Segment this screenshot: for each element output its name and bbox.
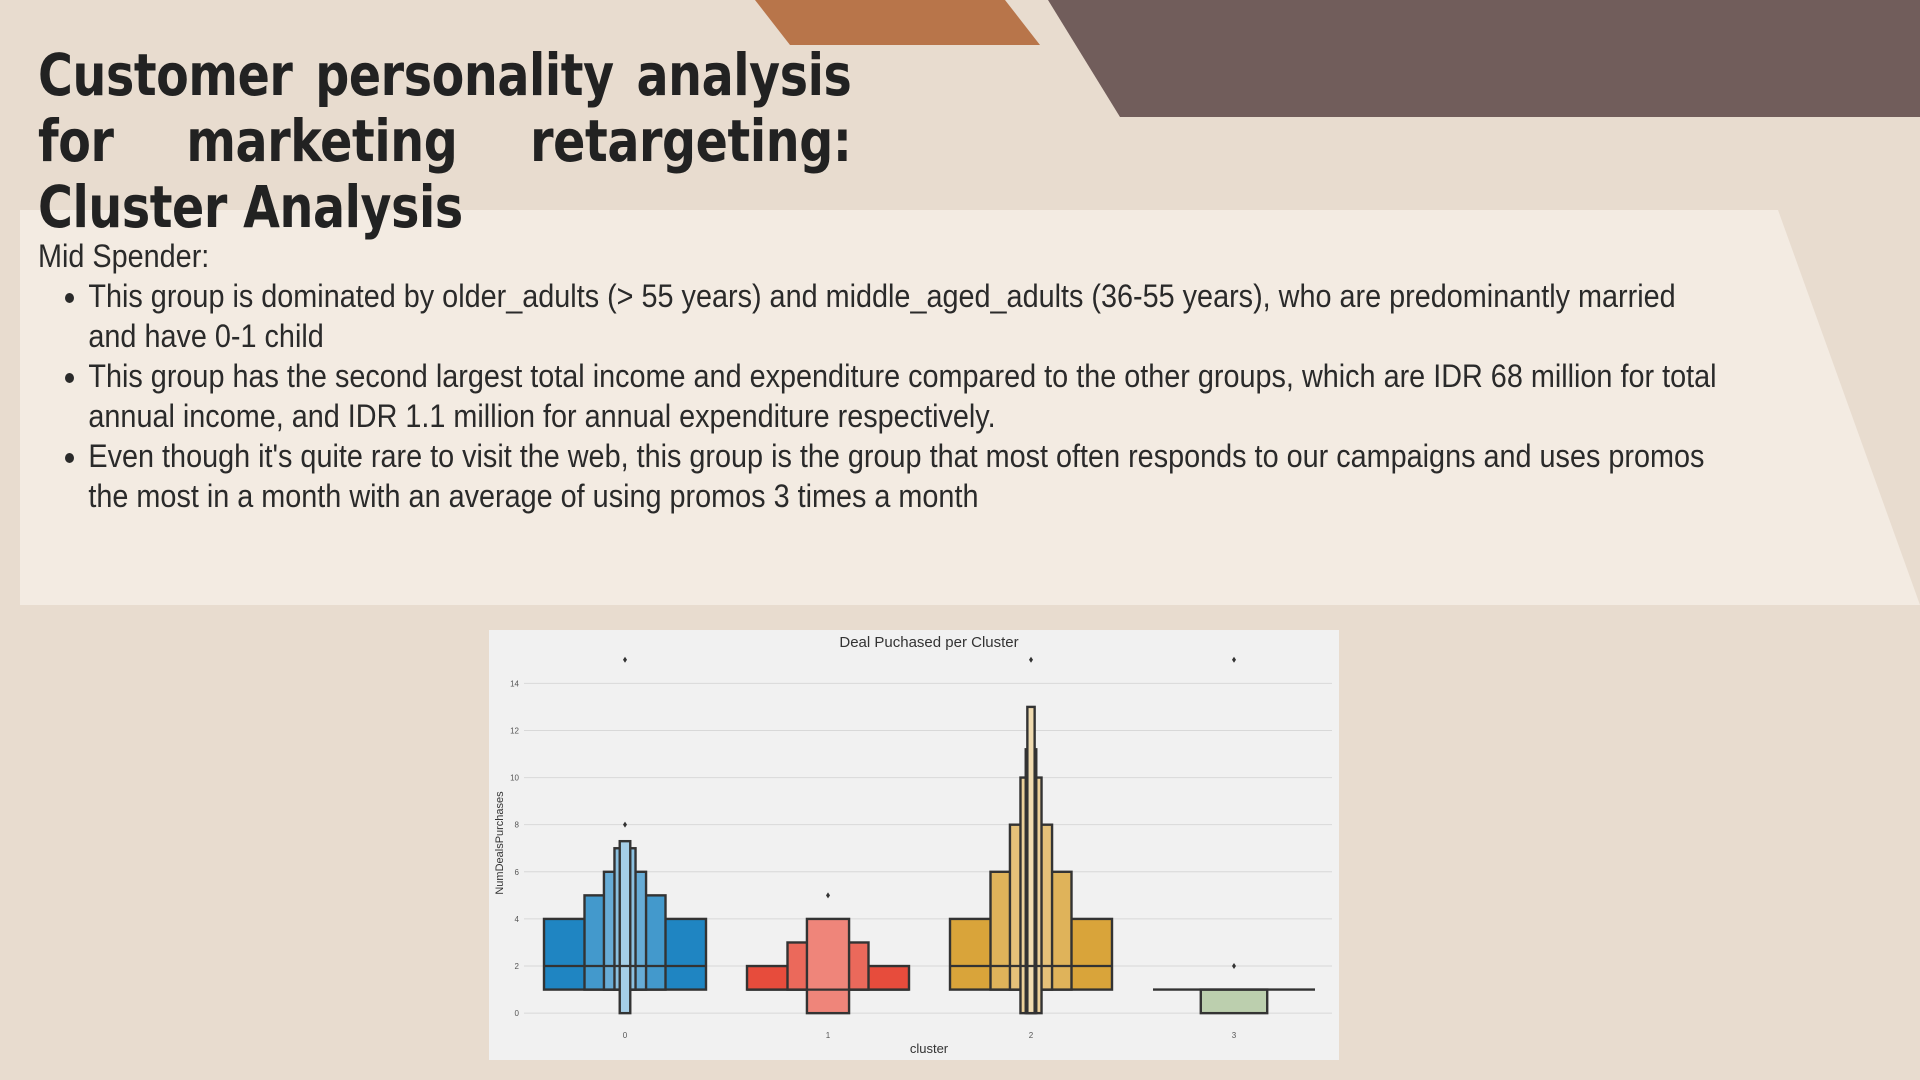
chart-card: 0 2 4 6 8 10 12 14 0 1 2 3 Deal Puchased per Cluste… <box>489 630 1339 1060</box>
outlier-point <box>1232 963 1236 970</box>
boxen-box <box>805 917 851 1015</box>
insight-item-income: This group has the second largest total … <box>88 356 1717 436</box>
outlier-point <box>623 656 627 663</box>
y-axis-label: NumDealsPurchases <box>494 791 506 895</box>
y-tick-label: 8 <box>515 821 520 830</box>
brown-accent-shape <box>1048 0 1920 117</box>
x-tick-label: 3 <box>1232 1031 1237 1040</box>
insight-item-demographics: This group is dominated by older_adults … <box>88 276 1717 356</box>
y-tick-label: 6 <box>515 868 520 877</box>
outlier-point <box>826 892 830 899</box>
content-panel: Mid Spender: This group is dominated by … <box>38 236 1716 516</box>
x-axis-label: cluster <box>910 1041 949 1056</box>
orange-accent-shape <box>755 0 1040 45</box>
y-tick-label: 12 <box>510 726 519 735</box>
boxen-box <box>1199 988 1269 1015</box>
insight-list: This group is dominated by older_adults … <box>38 276 1717 516</box>
marks-layer <box>542 656 1315 1015</box>
segment-heading: Mid Spender: <box>38 238 210 274</box>
y-tick-label: 4 <box>515 915 520 924</box>
outlier-point <box>1029 656 1033 663</box>
x-tick-label: 0 <box>623 1031 628 1040</box>
page-title: Customer personality analysis for market… <box>38 41 852 241</box>
y-tick-label: 0 <box>515 1009 520 1018</box>
y-tick-label: 2 <box>515 962 520 971</box>
x-tick-label: 1 <box>826 1031 831 1040</box>
y-tick-label: 10 <box>510 774 519 783</box>
outlier-point <box>623 821 627 828</box>
x-tick-label: 2 <box>1029 1031 1034 1040</box>
insight-item-promos: Even though it's quite rare to visit the… <box>88 436 1717 516</box>
chart-title: Deal Puchased per Cluster <box>839 634 1018 651</box>
boxen-box <box>1026 705 1036 1015</box>
content-panel-bg <box>20 210 1920 605</box>
y-tick-label: 14 <box>510 679 519 688</box>
outlier-point <box>1232 656 1236 663</box>
boxen-box <box>618 839 632 1015</box>
